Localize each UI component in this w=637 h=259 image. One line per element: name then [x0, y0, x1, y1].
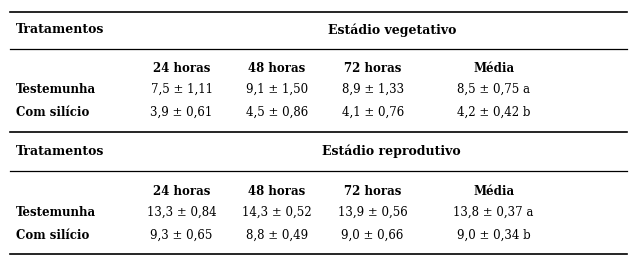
Text: 3,9 ± 0,61: 3,9 ± 0,61	[150, 106, 213, 119]
Text: 24 horas: 24 horas	[153, 185, 210, 198]
Text: 13,9 ± 0,56: 13,9 ± 0,56	[338, 206, 408, 219]
Text: 72 horas: 72 horas	[344, 185, 401, 198]
Text: Testemunha: Testemunha	[16, 83, 96, 96]
Text: Tratamentos: Tratamentos	[16, 145, 104, 158]
Text: Testemunha: Testemunha	[16, 206, 96, 219]
Text: 4,1 ± 0,76: 4,1 ± 0,76	[341, 106, 404, 119]
Text: Média: Média	[473, 62, 514, 75]
Text: 48 horas: 48 horas	[248, 62, 306, 75]
Text: Estádio reprodutivo: Estádio reprodutivo	[322, 145, 461, 158]
Text: 9,0 ± 0,66: 9,0 ± 0,66	[341, 229, 404, 242]
Text: 7,5 ± 1,11: 7,5 ± 1,11	[150, 83, 213, 96]
Text: 8,8 ± 0,49: 8,8 ± 0,49	[246, 229, 308, 242]
Text: 9,3 ± 0,65: 9,3 ± 0,65	[150, 229, 213, 242]
Text: Média: Média	[473, 185, 514, 198]
Text: 48 horas: 48 horas	[248, 185, 306, 198]
Text: 72 horas: 72 horas	[344, 62, 401, 75]
Text: 8,9 ± 1,33: 8,9 ± 1,33	[341, 83, 404, 96]
Text: 14,3 ± 0,52: 14,3 ± 0,52	[242, 206, 312, 219]
Text: Com silício: Com silício	[16, 106, 89, 119]
Text: 8,5 ± 0,75 a: 8,5 ± 0,75 a	[457, 83, 530, 96]
Text: 9,0 ± 0,34 b: 9,0 ± 0,34 b	[457, 229, 531, 242]
Text: 4,5 ± 0,86: 4,5 ± 0,86	[246, 106, 308, 119]
Text: Estádio vegetativo: Estádio vegetativo	[327, 23, 456, 37]
Text: 9,1 ± 1,50: 9,1 ± 1,50	[246, 83, 308, 96]
Text: Com silício: Com silício	[16, 229, 89, 242]
Text: Tratamentos: Tratamentos	[16, 23, 104, 36]
Text: 13,8 ± 0,37 a: 13,8 ± 0,37 a	[454, 206, 534, 219]
Text: 24 horas: 24 horas	[153, 62, 210, 75]
Text: 13,3 ± 0,84: 13,3 ± 0,84	[147, 206, 217, 219]
Text: 4,2 ± 0,42 b: 4,2 ± 0,42 b	[457, 106, 531, 119]
